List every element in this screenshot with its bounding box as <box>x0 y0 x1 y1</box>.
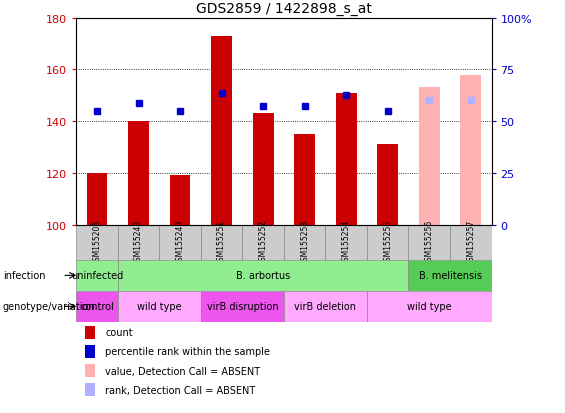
Text: genotype/variation: genotype/variation <box>3 301 95 312</box>
Bar <box>85 383 95 396</box>
Bar <box>118 291 201 322</box>
Text: virB deletion: virB deletion <box>294 301 357 312</box>
Bar <box>85 345 95 358</box>
Bar <box>76 225 118 260</box>
Text: control: control <box>80 301 114 312</box>
Text: GSM155251: GSM155251 <box>217 220 226 266</box>
Text: infection: infection <box>3 271 45 281</box>
Text: GSM155205: GSM155205 <box>93 220 102 266</box>
Text: GSM155252: GSM155252 <box>259 220 268 266</box>
Bar <box>76 260 118 291</box>
Text: percentile rank within the sample: percentile rank within the sample <box>105 347 270 356</box>
Bar <box>408 225 450 260</box>
Bar <box>284 291 367 322</box>
Text: count: count <box>105 328 133 337</box>
Bar <box>450 225 492 260</box>
Text: rank, Detection Call = ABSENT: rank, Detection Call = ABSENT <box>105 385 255 395</box>
Bar <box>419 88 440 225</box>
Text: B. melitensis: B. melitensis <box>419 271 481 281</box>
Bar <box>118 260 408 291</box>
Bar <box>159 225 201 260</box>
Bar <box>284 225 325 260</box>
Bar <box>253 114 273 225</box>
Bar <box>201 291 284 322</box>
Bar <box>367 291 492 322</box>
Text: uninfected: uninfected <box>71 271 123 281</box>
Bar <box>408 260 492 291</box>
Bar <box>85 364 95 377</box>
Bar <box>325 225 367 260</box>
Text: wild type: wild type <box>137 301 181 312</box>
Bar <box>242 225 284 260</box>
Bar <box>76 291 118 322</box>
Text: GSM155256: GSM155256 <box>425 220 434 266</box>
Bar <box>128 122 149 225</box>
Text: virB disruption: virB disruption <box>207 301 278 312</box>
Bar <box>201 225 242 260</box>
Bar <box>377 145 398 225</box>
Bar <box>211 37 232 225</box>
Bar <box>170 176 190 225</box>
Bar <box>85 326 95 339</box>
Bar <box>460 75 481 225</box>
Text: GSM155255: GSM155255 <box>383 220 392 266</box>
Bar <box>86 173 107 225</box>
Text: value, Detection Call = ABSENT: value, Detection Call = ABSENT <box>105 366 260 376</box>
Text: GSM155249: GSM155249 <box>176 220 185 266</box>
Text: B. arbortus: B. arbortus <box>236 271 290 281</box>
Title: GDS2859 / 1422898_s_at: GDS2859 / 1422898_s_at <box>196 2 372 16</box>
Text: GSM155257: GSM155257 <box>466 220 475 266</box>
Bar <box>118 225 159 260</box>
Text: GSM155248: GSM155248 <box>134 220 143 266</box>
Text: GSM155253: GSM155253 <box>300 220 309 266</box>
Text: wild type: wild type <box>407 301 451 312</box>
Text: GSM155254: GSM155254 <box>342 220 351 266</box>
Bar <box>294 135 315 225</box>
Bar <box>336 93 357 225</box>
Bar <box>367 225 408 260</box>
